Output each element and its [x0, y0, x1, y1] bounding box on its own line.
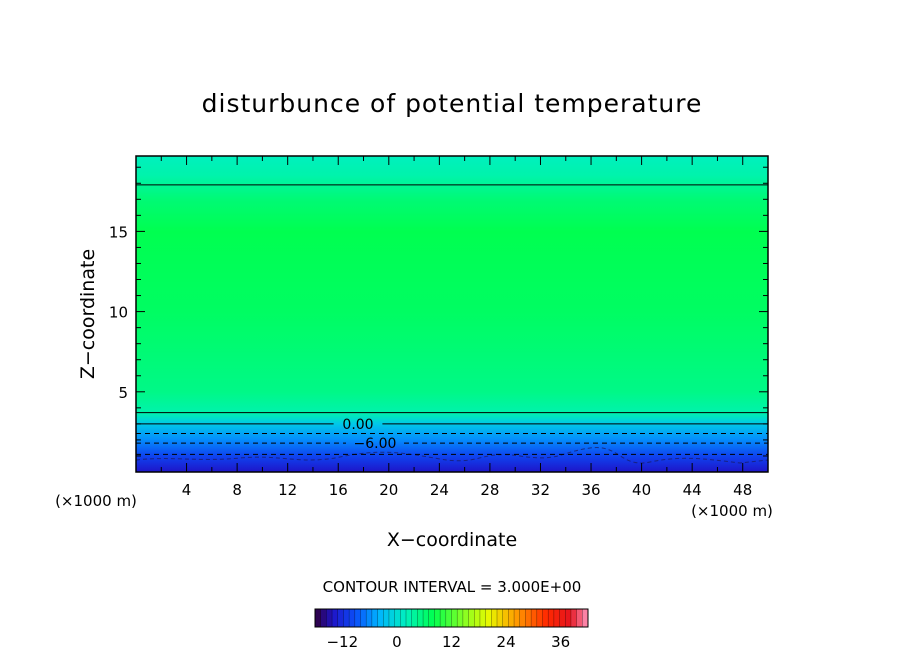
colorbar: −12 0 12 24 36 [314, 608, 589, 651]
colorbar-tick-label: 36 [551, 633, 570, 651]
y-tick-label: 5 [118, 384, 128, 402]
contour-lines: 0.00 −6.00 [136, 184, 768, 455]
colorbar-tick-label: 24 [497, 633, 516, 651]
colorbar-cell [553, 609, 560, 627]
colorbar-tick-label: 0 [392, 633, 402, 651]
colorbar-cell [536, 609, 543, 627]
x-tick-label: 20 [379, 481, 398, 499]
x-tick-label: 4 [182, 481, 192, 499]
contour-label: 0.00 [342, 417, 373, 433]
chart-title: disturbunce of potential temperature [202, 89, 703, 118]
colorbar-cell [570, 609, 578, 627]
colorbar-cell [332, 609, 339, 627]
x-tick-label: 32 [531, 481, 550, 499]
colorbar-cell [462, 609, 469, 627]
colorbar-cell [383, 609, 390, 627]
colorbar-cell [548, 609, 555, 627]
y-tick-label: 15 [109, 223, 128, 241]
colorbar-cell [531, 609, 538, 627]
contour-label: −6.00 [354, 436, 397, 452]
colorbar-cell [542, 609, 549, 627]
colorbar-cell [576, 609, 583, 627]
colorbar-cell [474, 609, 481, 627]
y-tick-label: 10 [109, 304, 128, 322]
x-tick-label: 40 [632, 481, 651, 499]
colorbar-cell [400, 609, 407, 627]
colorbar-cell [457, 609, 464, 627]
x-tick-label: 36 [581, 481, 600, 499]
colorbar-cell [388, 609, 396, 627]
x-tick-label: 28 [480, 481, 499, 499]
colorbar-cell [479, 609, 487, 627]
colorbar-cell [326, 609, 333, 627]
colorbar-tick-label: −12 [326, 633, 358, 651]
x-tick-label: 12 [278, 481, 297, 499]
x-tick-label: 8 [232, 481, 242, 499]
colorbar-cell [349, 609, 356, 627]
x-tick-label: 16 [329, 481, 348, 499]
y-axis-label: Z−coordinate [77, 249, 99, 379]
colorbar-cell [315, 609, 322, 627]
colorbar-cell [406, 609, 413, 627]
colorbar-cell [428, 609, 435, 627]
colorbar-cell [320, 609, 327, 627]
x-axis-ticks: 4 8 12 16 20 24 28 32 36 40 44 48 [160, 156, 752, 499]
colorbar-cell [491, 609, 498, 627]
colorbar-cell [508, 609, 515, 627]
colorbar-cell [565, 609, 572, 627]
colorbar-cell [497, 609, 504, 627]
y-axis-ticks: 5 10 15 [109, 166, 768, 457]
contour-interval-text: CONTOUR INTERVAL = 3.000E+00 [323, 578, 582, 596]
x-tick-label: 48 [733, 481, 752, 499]
colorbar-cell [440, 609, 447, 627]
colorbar-cell [502, 609, 509, 627]
colorbar-cell [451, 609, 458, 627]
colorbar-cell [411, 609, 418, 627]
x-axis-label: X−coordinate [387, 529, 517, 551]
colorbar-frame [314, 608, 589, 628]
colorbar-cell [360, 609, 367, 627]
colorbar-cell [468, 609, 475, 627]
x-unit-left: (×1000 m) [55, 492, 137, 510]
x-tick-label: 44 [683, 481, 702, 499]
colorbar-cell [519, 609, 526, 627]
colorbar-cell [525, 609, 532, 627]
colorbar-tick-label: 12 [442, 633, 461, 651]
colorbar-cell [423, 609, 430, 627]
colorbar-cell [445, 609, 452, 627]
colorbar-cell [582, 609, 589, 627]
x-unit-right: (×1000 m) [691, 502, 773, 520]
colorbar-cell [354, 609, 361, 627]
colorbar-cell [377, 609, 384, 627]
colorbar-cell [343, 609, 350, 627]
colorbar-cell [434, 609, 441, 627]
temperature-field [136, 156, 768, 472]
plot-frame [135, 155, 769, 473]
colorbar-cell [394, 609, 401, 627]
colorbar-cell [371, 609, 378, 627]
colorbar-cell [366, 609, 373, 627]
colorbar-cell [514, 609, 521, 627]
colorbar-cell [417, 609, 424, 627]
colorbar-cell [337, 609, 344, 627]
colorbar-cell [559, 609, 566, 627]
x-tick-label: 24 [430, 481, 449, 499]
colorbar-cell [485, 609, 492, 627]
